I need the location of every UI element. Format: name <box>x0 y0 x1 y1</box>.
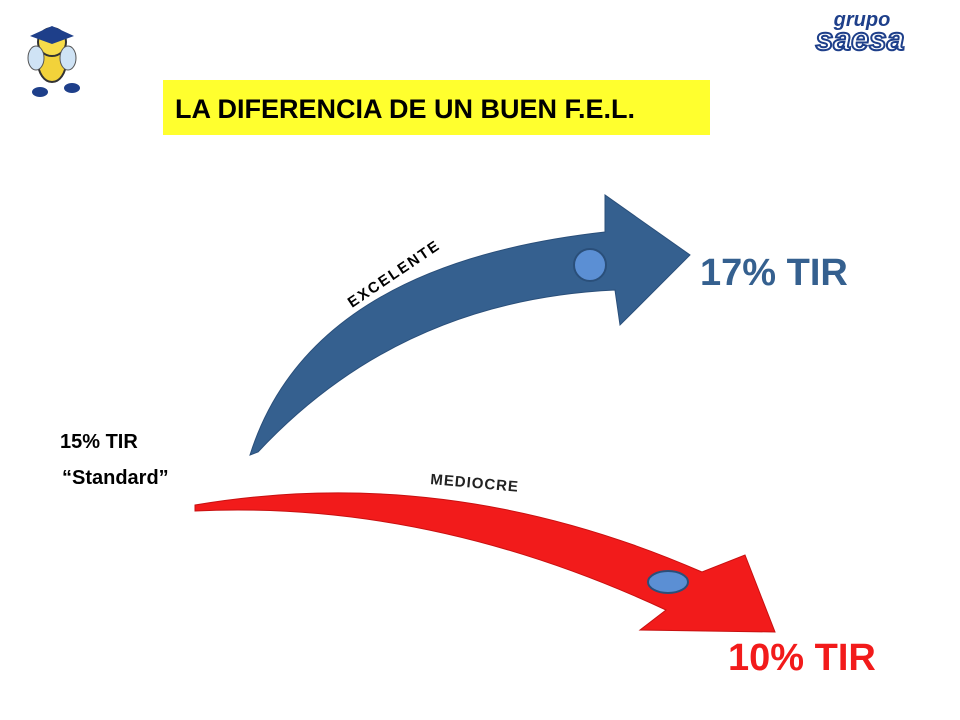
logo-top: grupo <box>833 9 891 31</box>
mediocre-result: 10% TIR <box>728 637 876 679</box>
mediocre-marker <box>647 570 689 594</box>
excellent-marker <box>573 248 607 282</box>
excellent-result: 17% TIR <box>700 252 848 294</box>
mascot <box>27 26 80 97</box>
logo-main: saesa <box>816 21 905 57</box>
start-line-1: 15% TIR <box>60 431 138 453</box>
start-line-2: “Standard” <box>62 467 169 489</box>
company-logo: grupo saesa <box>815 9 906 58</box>
title: LA DIFERENCIA DE UN BUEN F.E.L. <box>175 94 635 124</box>
title-box <box>163 80 710 135</box>
mediocre-arrow <box>194 492 776 633</box>
